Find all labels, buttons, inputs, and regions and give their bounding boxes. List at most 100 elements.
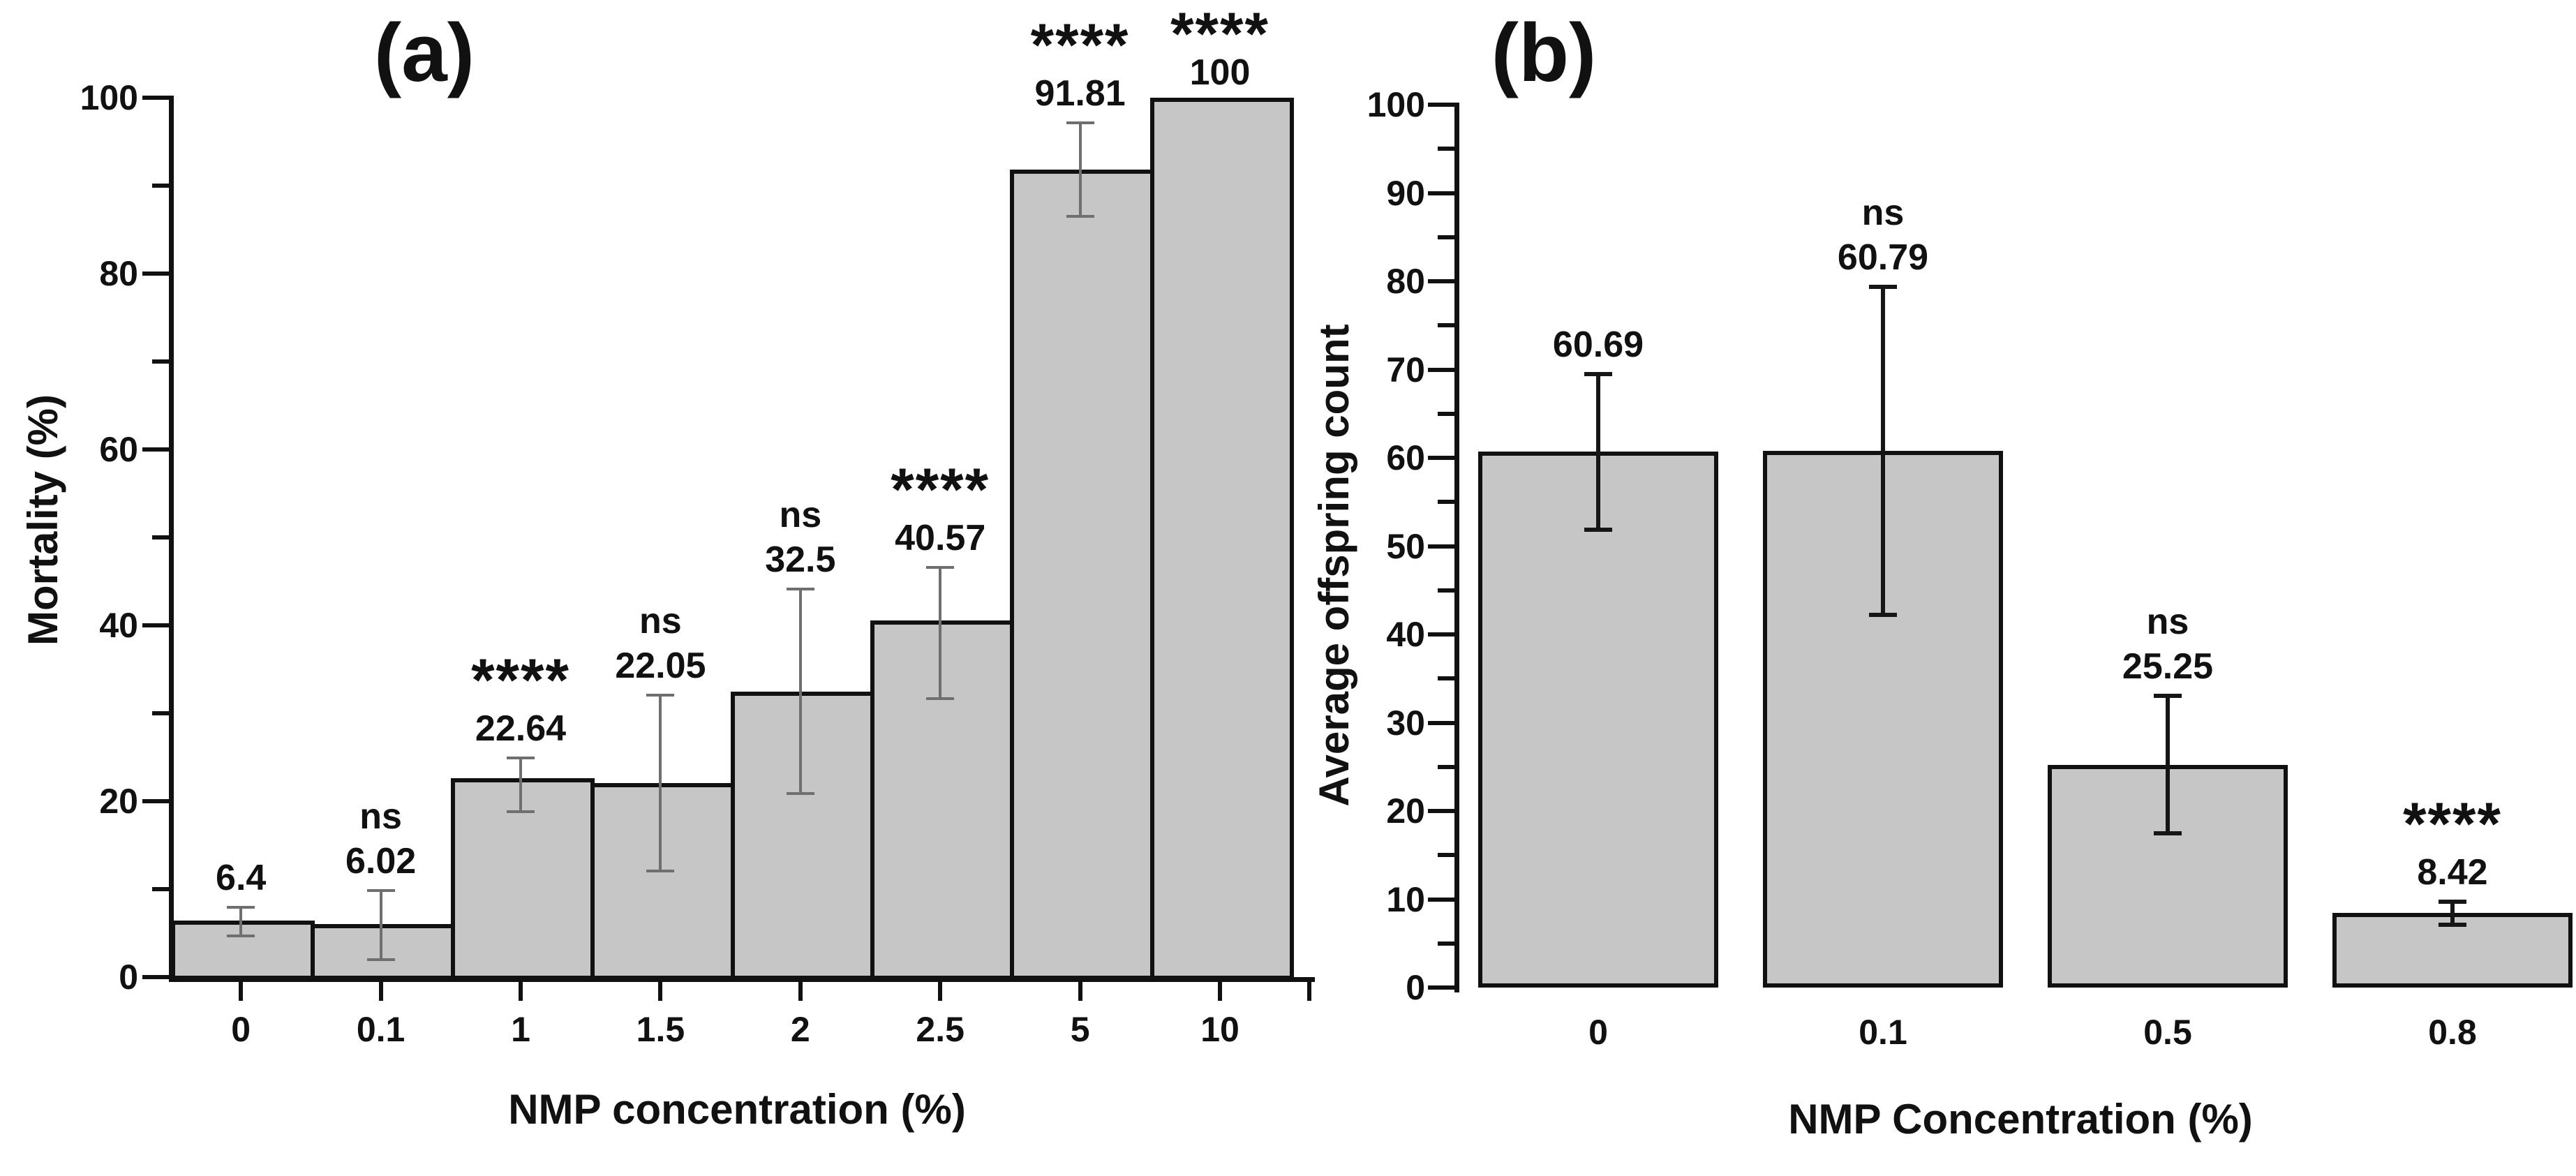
x-tick-label: 0.1 [1859, 1013, 1907, 1052]
x-tick-label: 0.5 [2143, 1013, 2192, 1052]
x-tick-label: 0 [231, 1010, 251, 1049]
x-tick [938, 980, 943, 1001]
error-bar-cap-bottom [1584, 527, 1612, 532]
x-tick-label: 2 [790, 1010, 810, 1049]
y-major-tick [1428, 367, 1454, 372]
bar [1010, 170, 1154, 980]
y-major-tick [142, 96, 169, 100]
bar [870, 620, 1015, 980]
error-bar-line [1596, 373, 1600, 530]
x-tick-label: 1.5 [636, 1010, 685, 1049]
x-tick-label: 0.8 [2428, 1013, 2477, 1052]
error-bar-line [798, 589, 802, 794]
y-tick-label: 60 [1386, 438, 1425, 477]
y-major-tick [1428, 103, 1454, 107]
error-bar-cap-top [366, 889, 395, 893]
y-tick-label: 70 [1386, 350, 1425, 389]
error-bar-line [2166, 695, 2170, 834]
error-bar-line [939, 567, 942, 699]
bar [311, 924, 455, 980]
y-tick-label: 60 [99, 430, 138, 469]
error-bar-cap-bottom [366, 958, 395, 961]
x-tick-label: 2.5 [916, 1010, 965, 1049]
x-tick [1078, 980, 1082, 1001]
value-label: 91.81 [1034, 73, 1126, 114]
value-label: 6.4 [216, 858, 267, 899]
significance-label: ns [2146, 601, 2189, 642]
y-major-tick [1428, 632, 1454, 637]
value-label: 60.69 [1552, 324, 1644, 365]
y-minor-tick [152, 535, 169, 539]
x-axis-end-tick [1307, 980, 1311, 1001]
y-major-tick [142, 271, 169, 276]
error-bar-line [1078, 123, 1082, 216]
y-major-tick [1428, 191, 1454, 195]
y-major-tick [142, 623, 169, 627]
y-minor-tick [1438, 147, 1454, 151]
significance-label: **** [891, 456, 990, 524]
x-tick-label: 10 [1200, 1010, 1239, 1049]
y-major-tick [142, 799, 169, 803]
error-bar-cap-bottom [1869, 613, 1897, 618]
x-tick [798, 980, 803, 1001]
y-major-tick [1428, 720, 1454, 725]
x-tick [658, 980, 663, 1001]
error-bar-line [239, 907, 243, 936]
error-bar-line [379, 891, 382, 960]
bar [730, 691, 874, 980]
y-minor-tick [1438, 235, 1454, 239]
y-major-tick [1428, 279, 1454, 283]
error-bar-cap-top [1066, 121, 1094, 125]
y-minor-tick [1438, 500, 1454, 505]
error-bar-cap-bottom [1066, 214, 1094, 218]
y-tick-label: 50 [1386, 526, 1425, 566]
y-tick-label: 100 [80, 78, 138, 117]
value-label: 25.25 [2122, 646, 2214, 687]
value-label: 100 [1189, 52, 1251, 93]
x-tick [519, 980, 523, 1001]
y-tick-label: 0 [1406, 968, 1425, 1007]
y-minor-tick [1438, 588, 1454, 593]
error-bar-cap-top [2154, 693, 2182, 698]
x-tick-label: 5 [1070, 1010, 1090, 1049]
value-label: 32.5 [765, 539, 836, 581]
y-tick-label: 80 [99, 254, 138, 293]
y-major-tick [142, 975, 169, 979]
y-minor-tick [1438, 323, 1454, 328]
y-tick-label: 10 [1386, 879, 1425, 919]
significance-label: **** [2403, 791, 2502, 858]
error-bar-cap-bottom [786, 791, 814, 795]
y-major-tick [142, 447, 169, 452]
error-bar-line [1881, 286, 1885, 616]
y-minor-tick [1438, 853, 1454, 858]
y-tick-label: 100 [1367, 85, 1425, 124]
error-bar-cap-top [926, 566, 955, 570]
significance-label: **** [1030, 12, 1130, 80]
value-label: 60.79 [1837, 237, 1929, 278]
x-tick [239, 980, 244, 1001]
x-tick [378, 980, 383, 1001]
y-tick-label: 30 [1386, 703, 1425, 743]
error-bar-cap-top [786, 588, 814, 591]
error-bar-line [519, 757, 522, 812]
error-bar-cap-bottom [507, 810, 535, 813]
y-major-tick [1428, 897, 1454, 902]
error-bar-cap-top [1869, 284, 1897, 289]
panel-b-label: (b) [1491, 7, 1597, 99]
y-minor-tick [1438, 941, 1454, 946]
significance-label: **** [1170, 1, 1270, 68]
y-tick-label: 0 [119, 958, 138, 997]
bar [1149, 98, 1295, 980]
bar [590, 783, 735, 980]
y-minor-tick [1438, 676, 1454, 681]
error-bar-line [659, 695, 662, 872]
y-minor-tick [1438, 411, 1454, 416]
y-axis-line [169, 96, 174, 982]
y-tick-label: 20 [99, 782, 138, 821]
significance-label: **** [471, 646, 570, 714]
bar [171, 921, 315, 980]
y-major-tick [1428, 456, 1454, 460]
significance-label: ns [1861, 192, 1905, 233]
y-tick-label: 90 [1386, 173, 1425, 213]
